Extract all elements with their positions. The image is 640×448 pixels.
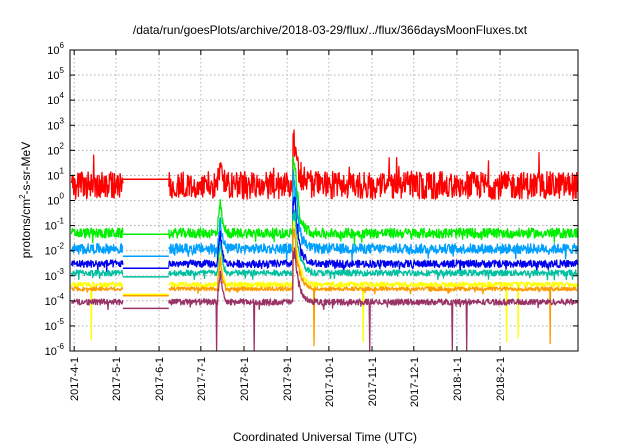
y-axis-label-base: protons/cm	[19, 199, 33, 258]
grid-lines	[70, 50, 578, 351]
y-tick-label: 102	[47, 141, 64, 157]
y-tick-label: 10-4	[45, 292, 65, 308]
y-tick-base: 10	[45, 321, 57, 333]
y-tick-exp: 1	[60, 166, 65, 175]
y-tick-exp: 5	[60, 66, 65, 75]
x-tick-label: 2017-4-1	[69, 357, 81, 401]
x-tick-label: 2018-2-1	[495, 357, 507, 401]
y-tick-exp: 4	[60, 91, 65, 100]
series-line	[168, 129, 578, 200]
x-tick-label: 2017-11-1	[367, 357, 379, 406]
y-tick-base: 10	[47, 170, 59, 182]
y-tick-base: 10	[47, 145, 59, 157]
y-tick-exp: -3	[57, 267, 65, 276]
y-tick-base: 10	[47, 120, 59, 132]
y-axis-ticks: 10-610-510-410-310-210-11001011021031041…	[45, 41, 578, 358]
series-line	[168, 219, 578, 343]
y-tick-exp: -1	[57, 217, 65, 226]
y-tick-exp: -4	[57, 292, 65, 301]
x-tick-label: 2017-6-1	[154, 357, 166, 401]
x-tick-label: 2018-1-1	[452, 357, 464, 401]
x-tick-label: 2017-12-1	[409, 357, 421, 407]
y-tick-base: 10	[47, 70, 59, 82]
series-line	[71, 298, 124, 311]
y-tick-label: 100	[47, 192, 64, 208]
y-tick-base: 10	[45, 246, 57, 258]
y-axis-label-rest: -s-sr-MeV	[19, 142, 33, 195]
series-line	[70, 281, 124, 341]
y-tick-base: 10	[47, 45, 59, 57]
x-axis-label: Coordinated Universal Time (UTC)	[233, 430, 417, 444]
series-line	[168, 156, 578, 246]
series-line	[168, 169, 578, 262]
y-tick-exp: -5	[57, 317, 65, 326]
y-tick-label: 101	[47, 166, 64, 182]
series-line	[168, 196, 578, 274]
y-tick-base: 10	[47, 196, 59, 208]
y-tick-exp: 0	[60, 192, 65, 201]
series-line	[70, 227, 124, 244]
series-line	[168, 209, 578, 281]
series-line	[70, 154, 124, 200]
y-axis-label: protons/cm2-s-sr-MeV	[18, 142, 33, 258]
y-tick-base: 10	[45, 296, 57, 308]
x-tick-label: 2017-8-1	[239, 357, 251, 401]
x-axis-ticks: 2017-4-1 2017-5-1 2017-6-1 2017-7-1 2017-8-1…	[69, 50, 507, 407]
y-tick-label: 10-3	[45, 267, 65, 283]
y-tick-label: 10-2	[45, 242, 65, 258]
series-line	[70, 243, 124, 255]
x-tick-label: 2017-9-1	[282, 357, 294, 401]
series-line	[70, 286, 124, 293]
y-tick-label: 103	[47, 116, 64, 132]
y-tick-exp: 6	[60, 41, 65, 50]
series-line	[168, 247, 578, 352]
series-line	[70, 269, 124, 281]
y-tick-base: 10	[45, 221, 57, 233]
series-line	[168, 228, 578, 347]
y-tick-exp: 3	[60, 116, 65, 125]
chart-title: /data/run/goesPlots/archive/2018-03-29/f…	[133, 23, 528, 37]
y-tick-exp: 2	[60, 141, 65, 150]
y-tick-base: 10	[45, 271, 57, 283]
y-tick-label: 10-5	[45, 317, 65, 333]
y-tick-label: 10-1	[45, 217, 65, 233]
y-tick-base: 10	[45, 346, 57, 358]
x-tick-label: 2017-10-1	[324, 357, 336, 407]
y-axis-label-sup: 2	[18, 194, 27, 199]
series-line	[70, 259, 124, 273]
series-layer	[70, 129, 578, 352]
y-tick-label: 104	[47, 91, 64, 107]
x-tick-label: 2017-5-1	[111, 357, 123, 401]
y-tick-exp: -2	[57, 242, 65, 251]
y-tick-exp: -6	[57, 342, 65, 351]
y-tick-label: 106	[47, 41, 64, 57]
y-tick-base: 10	[47, 95, 59, 107]
y-tick-label: 105	[47, 66, 64, 82]
y-tick-label: 10-6	[45, 342, 65, 358]
x-tick-label: 2017-7-1	[196, 357, 208, 401]
